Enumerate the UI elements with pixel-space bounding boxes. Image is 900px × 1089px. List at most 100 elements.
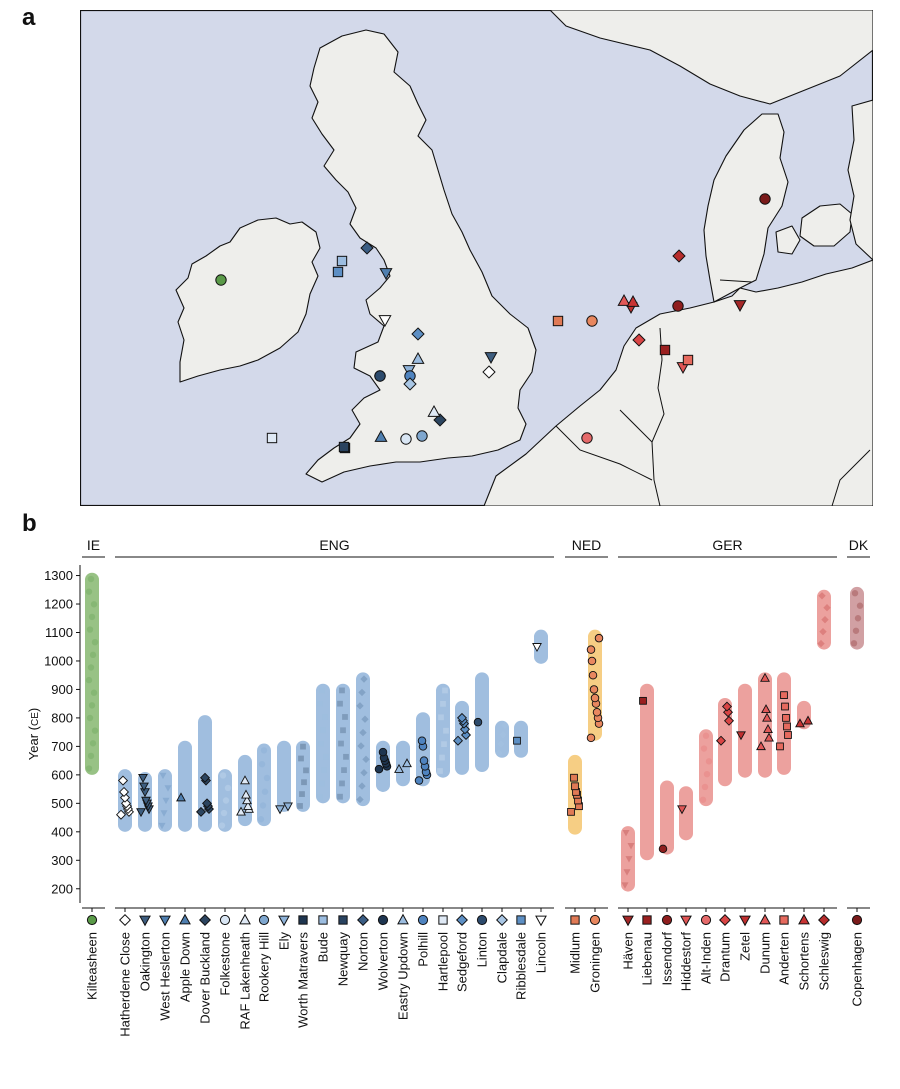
sample-point-dunum — [764, 732, 774, 742]
site-label-hiddestorf: Hiddestorf — [679, 932, 694, 992]
site-legend-marker-wolverton — [377, 914, 389, 926]
sample-point-faint — [222, 797, 230, 804]
sample-point-dunum — [763, 724, 773, 733]
sample-point-faint — [440, 701, 446, 707]
site-label-rookery-hill: Rookery Hill — [257, 932, 272, 1002]
map-marker-hartlepool — [266, 432, 278, 444]
site-label-clapdale: Clapdale — [495, 932, 510, 983]
sample-point-faint — [699, 796, 707, 803]
range-band-schleswig — [817, 589, 831, 650]
group-header-dk: DK — [849, 537, 869, 553]
range-band-eastry-updown — [396, 740, 410, 787]
range-band-west-heslerton — [158, 769, 172, 832]
panel-label-a: a — [22, 4, 36, 31]
range-band-rookery-hill — [257, 743, 271, 827]
site-label-schortens: Schortens — [797, 932, 812, 991]
sample-point-schortens — [803, 715, 813, 725]
sample-point-hatherdene-close — [119, 792, 131, 803]
sample-point-eastry-updown — [394, 763, 404, 773]
site-label-apple-down: Apple Down — [178, 932, 193, 1002]
map-marker-midlum — [552, 315, 564, 327]
sample-point-eastry-updown — [402, 758, 412, 768]
site-legend-marker-lincoln — [535, 915, 547, 927]
sample-point-dunum — [761, 704, 771, 714]
sample-point-groningen — [586, 645, 596, 654]
site-legend-marker-ribblesdale — [516, 915, 526, 925]
panel-label-b: b — [22, 510, 37, 537]
site-label-ely: Ely — [277, 932, 292, 951]
y-tick-label: 900 — [51, 682, 73, 697]
sample-point-faint — [89, 651, 97, 659]
sample-point-faint — [356, 795, 364, 804]
site-legend-marker-raf-lakenheath — [239, 913, 251, 925]
sample-point-faint — [261, 788, 269, 795]
sample-point-liebenau — [639, 696, 647, 705]
sample-point-faint — [323, 753, 329, 760]
site-legend-marker-hatherdene-close — [119, 914, 131, 926]
sample-point-hatherdene-close — [115, 809, 127, 820]
sample-point-linton — [473, 717, 483, 727]
site-label-hatherdene-close: Hatherdene Close — [118, 932, 133, 1037]
map-marker-oakington — [484, 352, 498, 365]
site-label-issendorf: Issendorf — [660, 932, 675, 986]
range-band-bude — [316, 683, 330, 804]
sample-point-issendorf — [658, 844, 668, 854]
range-band-alt-inden — [699, 729, 713, 807]
map-marker-folkestone — [400, 433, 412, 445]
sample-point-faint — [622, 829, 630, 837]
sample-point-faint — [321, 767, 327, 773]
y-tick-label: 1100 — [45, 625, 73, 640]
sample-point-anderten — [776, 742, 784, 751]
map-marker-clapdale — [403, 377, 417, 391]
site-ranges — [85, 572, 864, 892]
sample-point-faint — [621, 882, 629, 889]
sample-point-oakington — [138, 774, 148, 784]
sample-point-dunum — [762, 712, 772, 722]
sample-point-sedgeford — [456, 712, 468, 723]
sample-point-faint — [220, 809, 228, 817]
sample-point-faint — [87, 752, 95, 760]
range-band-clapdale — [495, 720, 509, 758]
sample-point-faint — [260, 747, 268, 754]
site-label-folkestone: Folkestone — [218, 932, 233, 996]
sample-point-anderten — [781, 702, 789, 711]
sample-point-faint — [627, 843, 635, 850]
sample-point-faint — [338, 740, 344, 747]
map — [79, 9, 874, 507]
range-band-hartlepool — [436, 683, 450, 778]
sample-point-faint — [87, 664, 95, 671]
site-legend-marker-copenhagen — [851, 914, 863, 926]
sample-point-sedgeford — [452, 735, 464, 746]
sample-point-faint — [341, 767, 347, 773]
sample-point-faint — [443, 727, 449, 734]
group-header-ie: IE — [87, 537, 100, 553]
site-label-west-heslerton: West Heslerton — [158, 932, 173, 1021]
range-band-haven — [621, 826, 635, 892]
sample-point-faint — [91, 638, 99, 646]
sample-point-faint — [340, 727, 346, 734]
range-band-newquay — [336, 683, 350, 804]
jutland-landmass — [703, 113, 789, 303]
sample-point-faint — [439, 754, 445, 761]
site-legend-marker-apple-down — [179, 913, 191, 925]
site-legend-marker-folkestone — [219, 914, 231, 926]
site-label-kilteasheen: Kilteasheen — [85, 932, 100, 1000]
range-band-ribblesdale — [514, 720, 528, 758]
site-legend-marker-rookery-hill — [258, 914, 270, 926]
site-label-dover-buckland: Dover Buckland — [198, 932, 213, 1024]
site-legend-marker-groningen — [589, 914, 601, 926]
site-label-eastry-updown: Eastry Updown — [396, 932, 411, 1020]
sample-point-faint — [319, 780, 325, 787]
range-band-liebenau — [640, 683, 654, 861]
y-axis-label: Year (CE) — [26, 708, 41, 760]
site-legend-marker-zetel — [739, 915, 751, 927]
chronology-chart: IE ENG NED GER DK Year (CE) 200 300 400 500 600 7… — [26, 537, 870, 1037]
group-header-eng: ENG — [319, 537, 349, 553]
map-borders — [555, 279, 871, 507]
group-header-ned: NED — [572, 537, 602, 553]
site-legend-marker-oakington — [139, 915, 151, 927]
site-label-wolverton: Wolverton — [376, 932, 391, 990]
site-label-sedgeford: Sedgeford — [455, 932, 470, 992]
map-marker-haven — [733, 300, 747, 313]
sample-point-faint — [299, 791, 305, 797]
